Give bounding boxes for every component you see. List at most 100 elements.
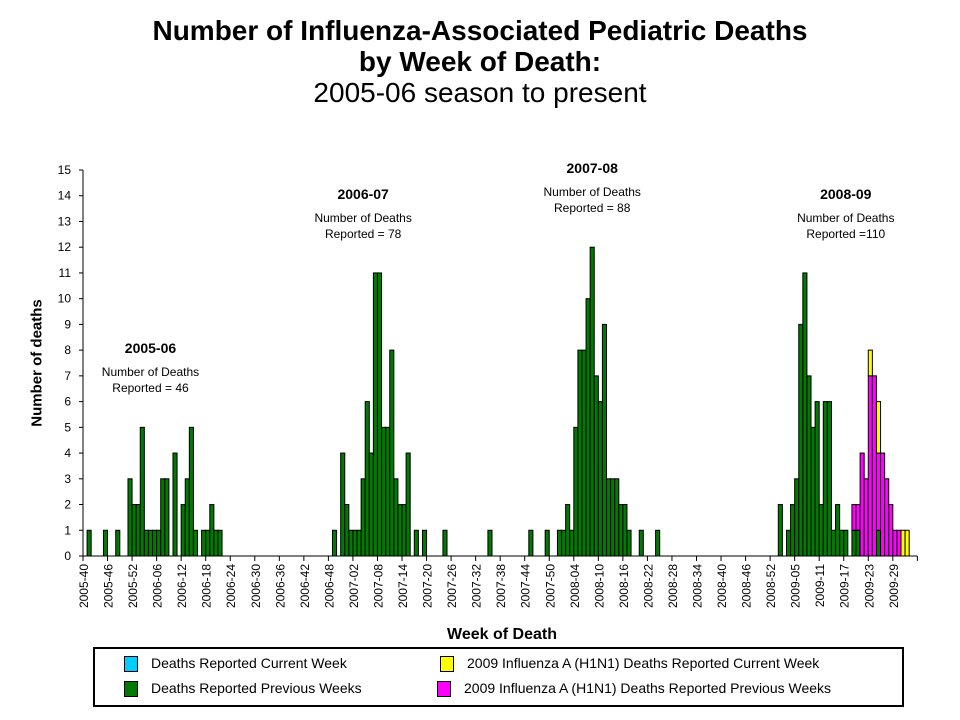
x-tick-label: 2008-52 (764, 564, 778, 608)
bar-deaths-reported-previous-weeks-2009-14 (830, 529, 837, 557)
bar-deaths-reported-previous-weeks-2005-52 (131, 504, 137, 557)
bar-deaths-reported-previous-weeks-2007-12 (393, 478, 399, 557)
x-tick-label: 2009-05 (789, 564, 803, 608)
x-tick-label: 2007-20 (421, 564, 435, 608)
bar-deaths-reported-previous-weeks-2007-24 (442, 529, 448, 557)
y-tick-label: 3 (64, 472, 71, 486)
season-label-2008-09: 2008-09 (820, 185, 872, 202)
y-tick-label: 12 (58, 240, 72, 254)
bar-deaths-reported-previous-weeks-2008-01 (561, 529, 567, 557)
legend-item-previous-weeks: Deaths Reported Previous Weeks (124, 680, 362, 697)
bar-deaths-reported-previous-weeks-2009-20 (855, 529, 861, 557)
legend: Deaths Reported Current Week 2009 Influe… (93, 647, 904, 707)
bar-deaths-reported-previous-weeks-2008-11 (601, 323, 608, 557)
bar-deaths-reported-previous-weeks-2007-09 (381, 426, 387, 557)
bar-2009-influenza-a-h1n1-deaths-reported-previous-weeks-2009-28 (888, 504, 894, 557)
y-tick-label: 13 (58, 214, 72, 228)
legend-swatch-h1n1-previous-weeks (437, 681, 451, 697)
bar-deaths-reported-previous-weeks-2006-18 (205, 529, 211, 557)
bar-deaths-reported-previous-weeks-2007-14 (401, 504, 407, 557)
season-label-2007-08: 2007-08 (566, 160, 618, 176)
bar-deaths-reported-previous-weeks-2009-04 (790, 504, 796, 557)
bar-deaths-reported-previous-weeks-2009-13 (826, 401, 832, 557)
bar-deaths-reported-previous-weeks-2005-48 (115, 529, 121, 557)
bar-deaths-reported-previous-weeks-2007-13 (397, 504, 403, 557)
bar-deaths-reported-previous-weeks-2007-01 (348, 529, 354, 557)
bar-deaths-reported-previous-weeks-2006-20 (213, 529, 219, 557)
bar-deaths-reported-previous-weeks-2006-08 (164, 478, 170, 557)
bar-deaths-reported-previous-weeks-2008-05 (577, 349, 583, 557)
bar-deaths-reported-previous-weeks-2007-19 (421, 529, 428, 557)
bar-2009-influenza-a-h1n1-deaths-reported-previous-weeks-2009-24 (871, 375, 877, 557)
legend-label: Deaths Reported Previous Weeks (151, 680, 362, 696)
bar-2009-influenza-a-h1n1-deaths-reported-previous-weeks-2009-26 (880, 452, 886, 557)
bar-deaths-reported-previous-weeks-2006-19 (209, 504, 215, 557)
bar-deaths-reported-previous-weeks-2009-09 (810, 426, 816, 557)
x-tick-label: 2009-23 (862, 564, 876, 608)
bar-deaths-reported-previous-weeks-2009-06 (798, 323, 804, 557)
season-death-count-2006-07: Number of Deaths Reported = 78 (314, 210, 412, 241)
y-tick-label: 9 (64, 317, 71, 331)
bar-deaths-reported-previous-weeks-2007-35 (487, 529, 493, 557)
bar-deaths-reported-previous-weeks-2009-15 (835, 504, 841, 557)
bar-deaths-reported-previous-weeks-2008-03 (569, 529, 575, 557)
bar-deaths-reported-previous-weeks-2006-14 (188, 426, 194, 557)
bar-deaths-reported-previous-weeks-2007-06 (368, 452, 374, 557)
bar-deaths-reported-previous-weeks-2008-17 (626, 529, 632, 557)
bar-2009-influenza-a-h1n1-deaths-reported-previous-weeks-2009-19 (851, 504, 857, 531)
legend-swatch-current-week (124, 656, 138, 672)
y-tick-label: 7 (64, 369, 71, 383)
bar-deaths-reported-previous-weeks-2008-24 (655, 529, 661, 557)
season-death-count-2008-09: Number of Deaths Reported =110 (797, 210, 895, 241)
x-tick-label: 2005-52 (126, 564, 140, 608)
bar-2009-influenza-a-h1n1-deaths-reported-previous-weeks-2009-25 (875, 452, 882, 531)
bar-deaths-reported-previous-weeks-2005-41 (86, 529, 92, 557)
x-tick-label: 2007-44 (519, 564, 533, 608)
bar-deaths-reported-previous-weeks-2009-08 (806, 375, 812, 557)
bar-deaths-reported-previous-weeks-2008-09 (593, 375, 599, 557)
bar-deaths-reported-previous-weeks-2006-49 (331, 529, 338, 557)
bar-deaths-reported-previous-weeks-2005-51 (127, 478, 133, 557)
legend-item-h1n1-current-week: 2009 Influenza A (H1N1) Deaths Reported … (440, 655, 819, 672)
bar-deaths-reported-previous-weeks-2008-15 (618, 504, 624, 557)
bar-deaths-reported-previous-weeks-2007-17 (413, 529, 419, 557)
bar-deaths-reported-previous-weeks-2008-02 (565, 504, 571, 557)
bar-2009-influenza-a-h1n1-deaths-reported-previous-weeks-2009-23 (867, 375, 873, 557)
bar-2009-influenza-a-h1n1-deaths-reported-previous-weeks-2009-20 (855, 504, 861, 531)
bar-deaths-reported-previous-weeks-2009-05 (794, 478, 800, 557)
bar-deaths-reported-previous-weeks-2006-15 (192, 529, 199, 557)
season-death-count-2007-08: Number of Deaths Reported = 88 (543, 185, 641, 215)
x-tick-label: 2007-08 (371, 564, 385, 608)
legend-swatch-h1n1-current-week (440, 656, 454, 672)
bar-deaths-reported-previous-weeks-2005-45 (102, 529, 109, 557)
chart-subtitle: 2005-06 season to present (313, 77, 647, 108)
bar-deaths-reported-previous-weeks-2006-05 (152, 529, 158, 557)
y-tick-label: 14 (58, 189, 72, 203)
x-tick-label: 2006-36 (273, 564, 287, 608)
bar-deaths-reported-previous-weeks-2006-12 (180, 504, 186, 557)
bar-deaths-reported-previous-weeks-2006-04 (147, 529, 154, 557)
x-tick-label: 2006-12 (175, 564, 189, 608)
bar-deaths-reported-previous-weeks-2007-04 (360, 478, 366, 557)
x-tick-label: 2009-17 (838, 564, 852, 608)
y-tick-label: 4 (64, 446, 71, 460)
bar-2009-influenza-a-h1n1-deaths-reported-previous-weeks-2009-30 (896, 529, 902, 557)
x-tick-label: 2006-42 (298, 564, 312, 608)
bar-deaths-reported-previous-weeks-2009-03 (785, 529, 792, 557)
bar-deaths-reported-previous-weeks-2006-07 (160, 478, 166, 557)
x-tick-label: 2006-30 (249, 564, 263, 608)
bar-deaths-reported-previous-weeks-2006-10 (172, 452, 178, 557)
season-label-2005-06: 2005-06 (124, 340, 177, 357)
chart-title-line-2: by Week of Death: (358, 46, 602, 77)
x-tick-label: 2009-11 (813, 564, 827, 607)
bar-deaths-reported-previous-weeks-2007-05 (364, 401, 370, 557)
x-tick-label: 2008-04 (568, 564, 582, 608)
bar-deaths-reported-previous-weeks-2007-10 (385, 426, 391, 557)
bar-deaths-reported-previous-weeks-2006-02 (139, 426, 145, 557)
bar-2009-influenza-a-h1n1-deaths-reported-current-week-2009-32 (904, 529, 910, 557)
legend-swatch-previous-weeks (124, 681, 138, 697)
bar-deaths-reported-previous-weeks-2009-11 (818, 504, 824, 557)
x-tick-label: 2007-50 (543, 564, 557, 608)
bar-deaths-reported-previous-weeks-2007-52 (556, 529, 563, 557)
